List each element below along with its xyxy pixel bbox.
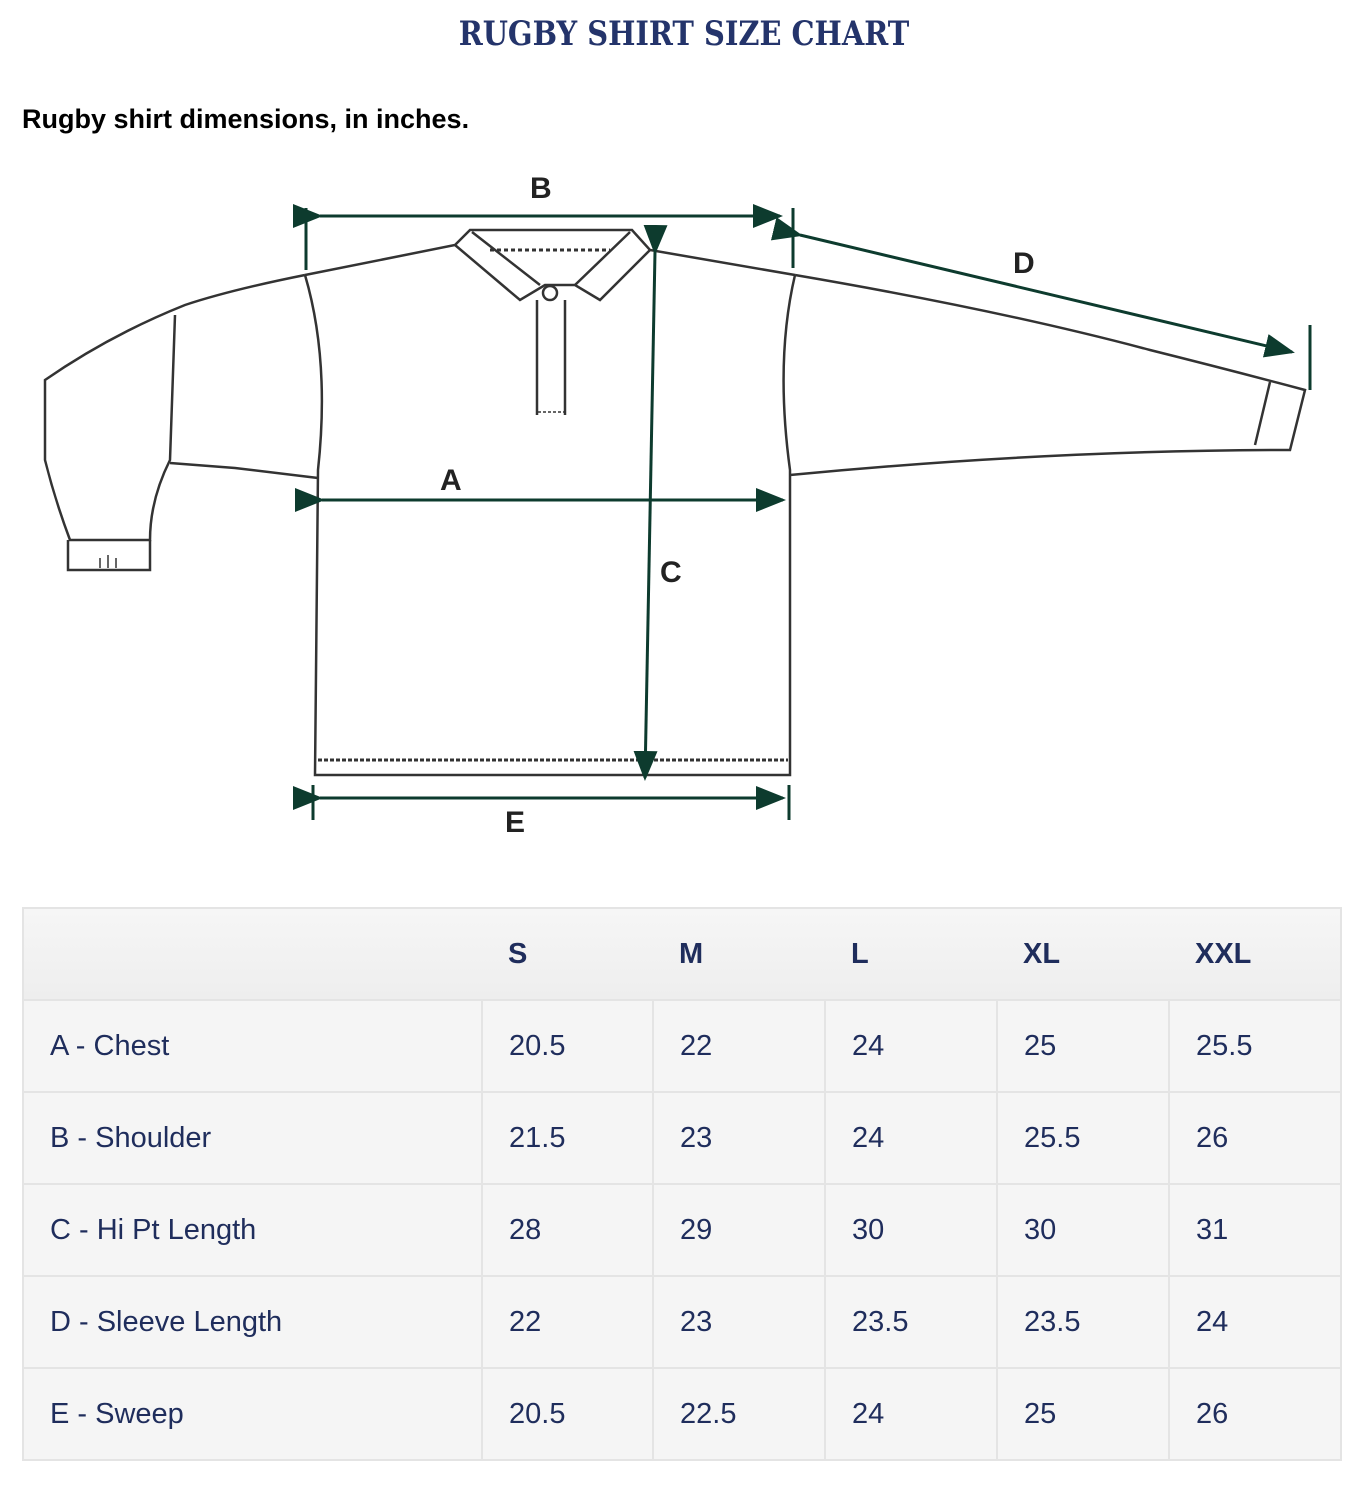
size-value: 20.5 [481,1367,654,1461]
subtitle: Rugby shirt dimensions, in inches. [22,104,470,134]
size-value: 25.5 [1168,999,1342,1093]
size-value: 22 [481,1275,654,1369]
arrow-d [770,217,1295,358]
shirt-outline [43,228,1307,777]
size-value: 26 [1168,1091,1342,1185]
measurement-label: C - Hi Pt Length [22,1183,483,1277]
label-d: D [1013,247,1035,280]
arrow-c [633,224,668,781]
size-value: 23 [652,1091,826,1185]
column-header: XXL [1169,907,1342,1001]
size-value: 26 [1168,1367,1342,1461]
table-row: E - Sweep 20.5 22.5 24 25 26 [22,1367,1342,1461]
size-value: 29 [652,1183,826,1277]
size-value: 22.5 [652,1367,826,1461]
table-row: A - Chest 20.5 22 24 25 25.5 [22,999,1342,1093]
size-value: 28 [481,1183,654,1277]
label-a: A [440,464,462,497]
size-value: 23.5 [996,1275,1170,1369]
measurement-arrows [293,204,1312,820]
size-value: 25.5 [996,1091,1170,1185]
table-row: C - Hi Pt Length 28 29 30 30 31 [22,1183,1342,1277]
column-header: L [825,907,997,1001]
size-value: 24 [824,1367,998,1461]
size-value: 24 [824,999,998,1093]
table-row: D - Sleeve Length 22 23 23.5 23.5 24 [22,1275,1342,1369]
size-value: 20.5 [481,999,654,1093]
size-value: 24 [824,1091,998,1185]
page-title: RUGBY SHIRT SIZE CHART [458,14,910,54]
header-row: S M L XL XXL [22,907,1342,1001]
column-header [22,907,482,1001]
size-value: 21.5 [481,1091,654,1185]
size-value: 31 [1168,1183,1342,1277]
label-e: E [505,806,525,839]
label-c: C [660,556,682,589]
size-value: 22 [652,999,826,1093]
column-header: XL [997,907,1169,1001]
measurement-label: E - Sweep [22,1367,483,1461]
size-value: 30 [996,1183,1170,1277]
size-value: 23.5 [824,1275,998,1369]
column-header: S [482,907,653,1001]
size-value: 25 [996,999,1170,1093]
size-value: 24 [1168,1275,1342,1369]
measurement-label: D - Sleeve Length [22,1275,483,1369]
measurement-label: B - Shoulder [22,1091,483,1185]
table-row: B - Shoulder 21.5 23 24 25.5 26 [22,1091,1342,1185]
label-b: B [530,172,552,205]
size-value: 30 [824,1183,998,1277]
size-table: S M L XL XXL A - Chest 20.5 22 24 25 25.5 B - Shou… [22,907,1342,1461]
size-value: 25 [996,1367,1170,1461]
shirt-diagram: B D A C E [43,172,1312,839]
size-value: 23 [652,1275,826,1369]
measurement-label: A - Chest [22,999,483,1093]
column-header: M [653,907,825,1001]
